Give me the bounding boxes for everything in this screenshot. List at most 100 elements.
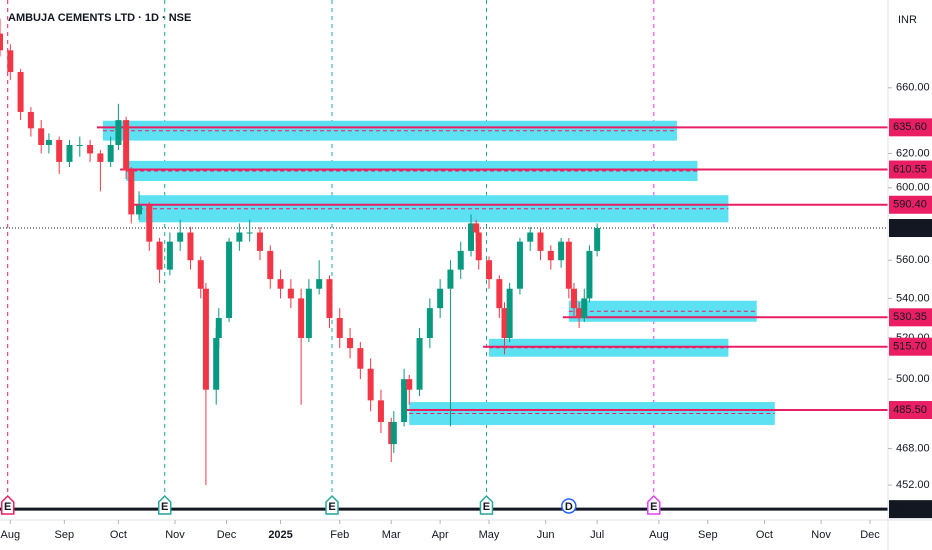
- candle-body: [316, 279, 323, 289]
- candle-body: [45, 139, 52, 145]
- candle-body: [305, 288, 312, 338]
- x-tick-label: May: [479, 529, 500, 541]
- event-label: D: [565, 501, 573, 513]
- candle-body: [197, 260, 204, 289]
- candle-body: [135, 205, 142, 215]
- event-badge: [647, 494, 661, 515]
- candle-body: [226, 241, 233, 319]
- candle-body: [256, 232, 263, 251]
- candle-body: [401, 379, 408, 422]
- candle-body: [447, 269, 454, 289]
- candle-body: [390, 421, 397, 445]
- floor-label: 441.75: [893, 503, 927, 515]
- x-tick-label: Dec: [217, 529, 237, 541]
- candle-body: [66, 144, 73, 162]
- event-badge: [157, 494, 172, 515]
- x-tick-label: Aug: [1, 529, 21, 541]
- x-tick-label: Mar: [382, 529, 401, 541]
- candle-body: [594, 228, 601, 251]
- candle-body: [377, 400, 384, 422]
- x-tick-label: Sep: [55, 529, 75, 541]
- event-label: E: [650, 501, 657, 513]
- candle-body: [347, 337, 354, 349]
- candle-body: [115, 120, 122, 145]
- x-tick-label: Oct: [110, 529, 127, 541]
- x-tick-label: Aug: [649, 529, 669, 541]
- x-tick-label: Feb: [330, 529, 349, 541]
- last-price-label: 577.45: [893, 222, 927, 234]
- candle-body: [267, 250, 274, 280]
- candle-body: [202, 288, 209, 390]
- level-tag: [889, 308, 932, 327]
- candle-body: [107, 144, 114, 162]
- x-tick-label: Dec: [860, 529, 880, 541]
- candle-body: [496, 279, 503, 309]
- level-tag-label: 635.60: [893, 121, 927, 133]
- candle-body: [558, 241, 565, 261]
- x-tick-label: Jul: [590, 529, 604, 541]
- candle-body: [236, 232, 243, 242]
- event-badge: [325, 494, 339, 515]
- candle-body: [97, 153, 104, 162]
- candle-body: [298, 298, 305, 338]
- candle-body: [156, 241, 163, 270]
- event-label: E: [328, 501, 335, 513]
- level-tag: [889, 401, 932, 420]
- x-tick-label: Sep: [698, 529, 718, 541]
- x-tick-label: 2025: [268, 529, 292, 541]
- candle-body: [475, 232, 482, 261]
- y-tick-label: 600.00: [896, 182, 930, 194]
- candle-body: [38, 128, 45, 145]
- candle-body: [468, 223, 475, 251]
- event-badge: [561, 498, 577, 514]
- x-tick-label: Oct: [756, 529, 773, 541]
- y-tick-label: 452.00: [896, 479, 930, 491]
- candle-body: [406, 379, 413, 390]
- candle-body: [437, 288, 444, 309]
- y-tick-label: 620.00: [896, 147, 930, 159]
- candle-body: [17, 72, 24, 112]
- candle-body: [473, 223, 480, 233]
- candle-body: [56, 139, 63, 162]
- candle-body: [581, 298, 588, 319]
- candle-body: [506, 288, 513, 338]
- y-tick-label: 540.00: [896, 292, 930, 304]
- candle-body: [576, 308, 583, 319]
- x-tick-label: Apr: [432, 529, 449, 541]
- candle-body: [457, 250, 464, 270]
- candle-body: [537, 232, 544, 251]
- x-tick-label: Nov: [811, 529, 831, 541]
- candle-body: [547, 250, 554, 261]
- floor-tag: [889, 500, 932, 519]
- candle-body: [277, 279, 284, 289]
- last-price-tag: [889, 219, 932, 238]
- candle-body: [367, 368, 374, 401]
- candle-body: [27, 111, 34, 129]
- candle-body: [187, 232, 194, 261]
- candle-body: [246, 232, 253, 234]
- event-badge: [479, 494, 494, 515]
- candle-body: [565, 241, 572, 289]
- candle-body: [357, 348, 364, 369]
- candle-body: [0, 33, 3, 51]
- candle-body: [426, 308, 433, 338]
- zone: [102, 120, 677, 141]
- event-label: E: [4, 501, 11, 513]
- candle-body: [87, 144, 94, 154]
- y-tick-label: 660.00: [896, 82, 930, 94]
- level-tag-label: 530.35: [893, 311, 927, 323]
- level-tag: [889, 160, 932, 179]
- level-tag: [889, 118, 932, 137]
- candle-body: [326, 279, 333, 319]
- x-tick-label: Nov: [165, 529, 185, 541]
- candle-body: [486, 260, 493, 280]
- candle-body: [128, 170, 135, 215]
- candle-body: [527, 232, 534, 242]
- event-label: E: [483, 501, 490, 513]
- level-tag: [889, 195, 932, 214]
- candle-body: [146, 205, 153, 242]
- level-tag: [889, 337, 932, 356]
